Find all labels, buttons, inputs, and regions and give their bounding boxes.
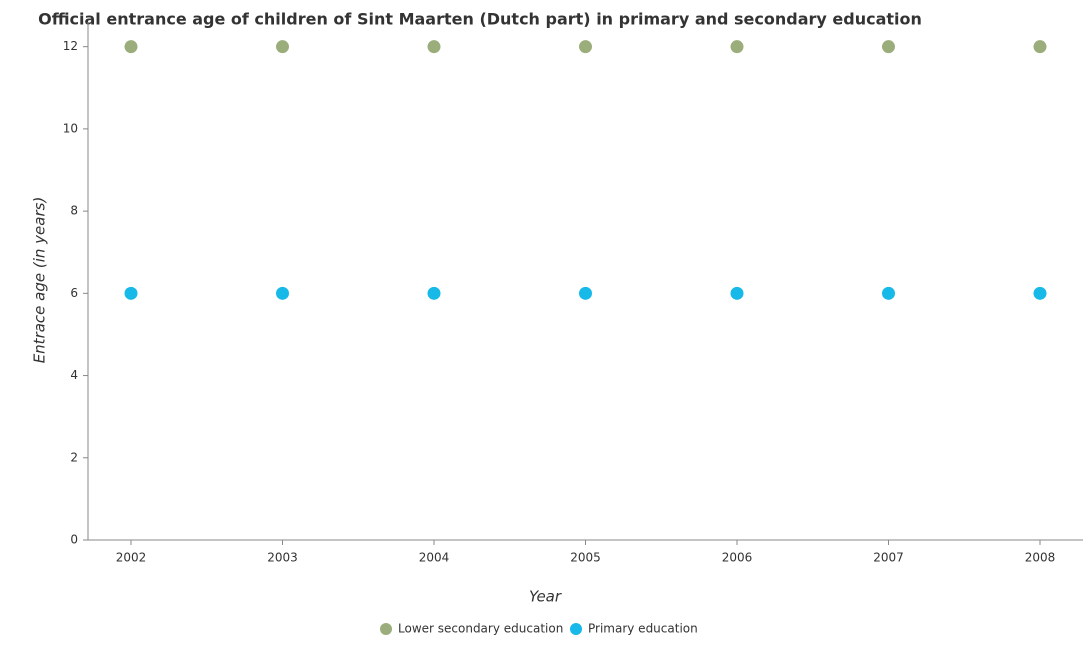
point [882,40,895,54]
x-tick-label: 2003 [267,551,298,565]
point [276,40,289,54]
y-tick-label: 0 [70,533,78,547]
point [730,286,744,300]
point [1033,286,1047,300]
x-tick-label: 2004 [419,551,450,565]
point [124,286,138,300]
legend-label: Primary education [588,622,698,636]
x-tick-label: 2006 [722,551,753,565]
legend-label: Lower secondary education [398,622,563,636]
point [730,40,744,54]
legend-marker [380,623,392,635]
y-tick-label: 4 [70,368,78,382]
point [882,286,895,300]
x-tick-label: 2005 [570,551,601,565]
y-axis-label: Entrace age (in years) [31,197,49,364]
y-tick-label: 2 [70,450,78,464]
point [276,286,289,300]
x-tick-label: 2008 [1025,551,1056,565]
point [427,40,441,54]
point [124,40,138,54]
x-axis-label: Year [529,588,562,606]
point [579,40,592,54]
x-tick-label: 2007 [873,551,904,565]
point [1033,40,1047,54]
point [579,286,592,300]
x-tick-label: 2002 [116,551,147,565]
legend-marker [570,623,582,635]
point [427,286,441,300]
chart-title: Official entrance age of children of Sin… [38,10,922,29]
y-tick-label: 10 [63,121,78,135]
y-tick-label: 6 [70,286,78,300]
y-tick-label: 8 [70,204,78,218]
y-tick-label: 12 [63,39,78,53]
